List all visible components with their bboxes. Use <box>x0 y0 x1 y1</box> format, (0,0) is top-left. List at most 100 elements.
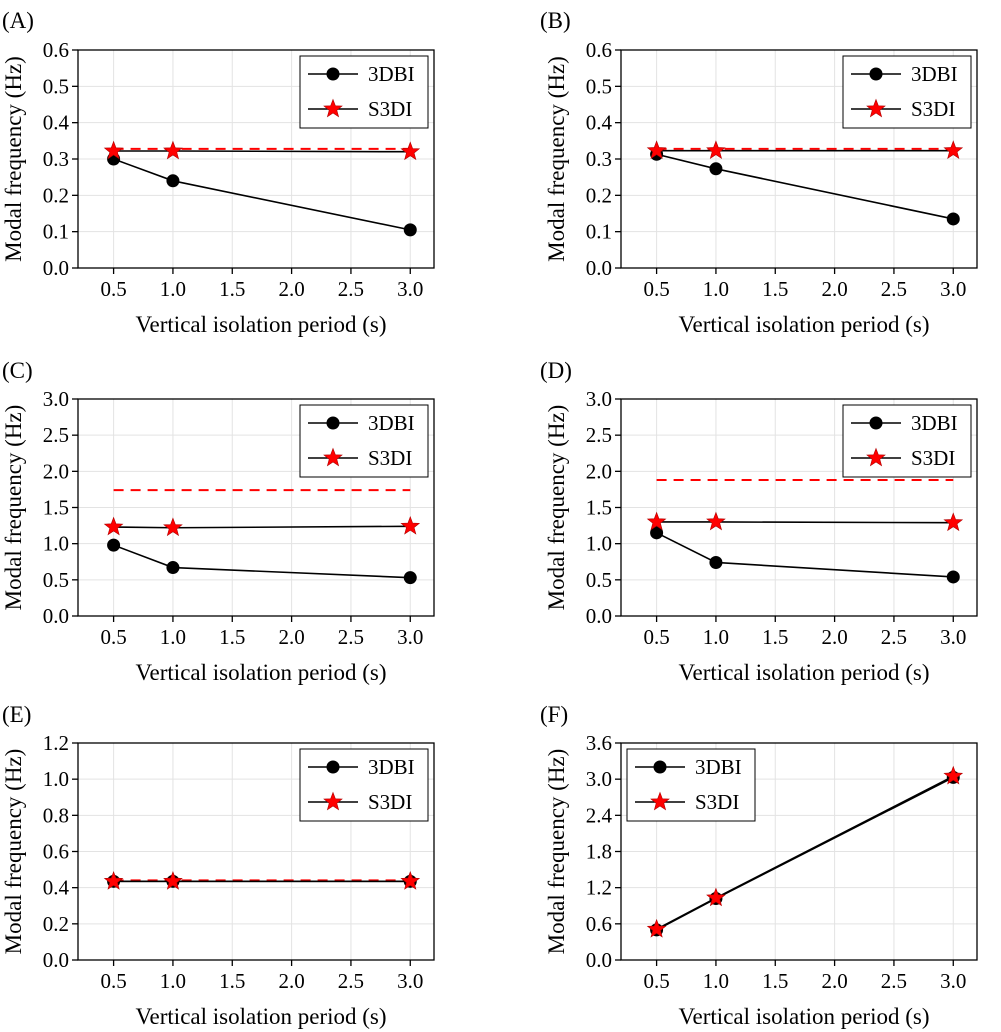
y-tick-label: 0.6 <box>586 38 612 62</box>
x-tick-label: 2.0 <box>821 625 847 649</box>
legend-box <box>842 55 972 129</box>
y-tick-label: 0.5 <box>586 568 612 592</box>
data-point-3dbi <box>107 538 121 552</box>
data-point-s3di <box>163 870 183 890</box>
x-tick-label: 1.5 <box>762 277 788 301</box>
x-tick-label: 1.0 <box>160 277 186 301</box>
data-point-s3di <box>103 140 124 160</box>
x-tick-label: 2.5 <box>881 969 907 993</box>
plot-frame <box>77 742 435 961</box>
y-tick-label: 1.0 <box>586 532 612 556</box>
y-tick-label: 0.0 <box>586 256 612 280</box>
data-point-s3di <box>706 887 726 907</box>
x-tick-label: 1.5 <box>219 969 245 993</box>
x-tick-label: 2.0 <box>821 969 847 993</box>
legend-marker-s3di <box>650 791 670 811</box>
legend-label-s3di: S3DI <box>368 446 412 470</box>
data-point-3dbi <box>166 561 180 575</box>
data-point-s3di <box>400 515 421 535</box>
y-tick-label: 0.2 <box>43 912 69 936</box>
plot-frame <box>620 398 978 617</box>
chart-panel-f: (F) 0.5 1.0 1.5 2.0 2.5 3.0 0.0 0.6 1.2 1.8 2.4 3.0 3… <box>540 702 978 1029</box>
data-point-s3di <box>163 517 183 537</box>
chart-panel-b: (B) 0.5 1.0 1.5 2.0 2.5 3.0 0.0 0.1 0.2 0.3 0.4 0.5 0… <box>540 8 978 337</box>
x-tick-label: 2.0 <box>278 625 304 649</box>
legend-box <box>299 748 429 822</box>
data-point-s3di <box>646 918 667 938</box>
x-tick-label: 0.5 <box>100 625 126 649</box>
series-line-3dbi <box>113 544 411 579</box>
y-tick-label: 1.0 <box>43 767 69 791</box>
data-point-s3di <box>163 140 183 160</box>
y-tick-label: 0.1 <box>43 220 69 244</box>
legend-label-3dbi: 3DBI <box>368 411 415 435</box>
series-line-3dbi <box>656 532 954 578</box>
legend-marker-3dbi <box>326 416 340 430</box>
series-line-3dbi <box>113 158 411 231</box>
y-axis-title: Modal frequency (Hz) <box>1 405 26 611</box>
x-axis-title: Vertical isolation period (s) <box>135 312 386 337</box>
x-tick-label: 1.0 <box>703 969 729 993</box>
x-tick-label: 0.5 <box>100 277 126 301</box>
x-tick-label: 1.0 <box>160 625 186 649</box>
x-axis-title: Vertical isolation period (s) <box>135 660 386 685</box>
legend-box <box>842 404 972 478</box>
data-point-3dbi <box>946 570 960 584</box>
legend: 3DBI S3DI <box>842 404 972 478</box>
data-point-3dbi <box>166 174 180 188</box>
y-tick-label: 0.6 <box>43 840 69 864</box>
legend-marker-s3di <box>323 791 343 811</box>
x-tick-label: 1.0 <box>703 625 729 649</box>
legend-label-s3di: S3DI <box>695 790 739 814</box>
y-tick-label: 0.5 <box>586 74 612 98</box>
legend-marker-3dbi <box>869 67 883 81</box>
series-line-s3di <box>113 150 411 153</box>
panel-label: (F) <box>540 702 568 727</box>
chart-panel-e: (E) 0.5 1.0 1.5 2.0 2.5 3.0 0.0 0.2 0.4 0.6 0.8 1.0 1… <box>1 702 435 1029</box>
series-line-s3di <box>656 521 954 524</box>
y-tick-label: 2.4 <box>586 803 613 827</box>
data-point-s3di <box>103 870 124 890</box>
chart-panel-a: (A) 0.5 1.0 1.5 2.0 2.5 3.0 0.0 0.1 0.2 0.3 0.4 0.5 0… <box>1 8 435 337</box>
y-axis-title: Modal frequency (Hz) <box>544 56 569 262</box>
x-tick-label: 2.0 <box>278 277 304 301</box>
x-tick-label: 3.0 <box>940 625 966 649</box>
y-tick-label: 0.4 <box>586 111 613 135</box>
x-tick-label: 1.0 <box>160 969 186 993</box>
x-axis-title: Vertical isolation period (s) <box>135 1004 386 1029</box>
data-point-s3di <box>706 511 726 531</box>
x-tick-label: 1.5 <box>219 277 245 301</box>
legend: 3DBI S3DI <box>842 55 972 129</box>
y-tick-label: 3.0 <box>586 767 612 791</box>
y-tick-label: 0.0 <box>43 948 69 972</box>
x-tick-label: 1.5 <box>762 969 788 993</box>
panel-label: (A) <box>2 8 34 33</box>
y-tick-label: 1.2 <box>586 876 612 900</box>
y-axis-title: Modal frequency (Hz) <box>1 749 26 955</box>
y-tick-label: 0.3 <box>43 147 69 171</box>
legend-box <box>299 404 429 478</box>
data-point-s3di <box>646 511 667 531</box>
legend-label-s3di: S3DI <box>911 97 955 121</box>
y-tick-label: 2.0 <box>43 459 69 483</box>
legend-label-s3di: S3DI <box>368 790 412 814</box>
data-point-3dbi <box>403 223 417 237</box>
data-point-s3di <box>943 512 964 532</box>
legend-box <box>626 748 756 822</box>
legend-marker-3dbi <box>326 760 340 774</box>
x-tick-label: 3.0 <box>940 277 966 301</box>
y-tick-label: 3.0 <box>43 387 69 411</box>
x-tick-label: 2.5 <box>881 277 907 301</box>
data-point-s3di <box>706 140 726 160</box>
legend-label-3dbi: 3DBI <box>368 62 415 86</box>
y-tick-label: 2.0 <box>586 459 612 483</box>
x-tick-label: 2.5 <box>881 625 907 649</box>
chart-panel-d: (D) 0.5 1.0 1.5 2.0 2.5 3.0 0.0 0.5 1.0 1.5 2.0 2.5 3… <box>540 358 978 685</box>
x-tick-label: 2.5 <box>338 625 364 649</box>
y-tick-label: 0.2 <box>43 183 69 207</box>
x-tick-label: 0.5 <box>643 969 669 993</box>
y-axis-title: Modal frequency (Hz) <box>544 749 569 955</box>
x-tick-label: 3.0 <box>397 625 423 649</box>
x-tick-label: 2.0 <box>278 969 304 993</box>
legend-label-3dbi: 3DBI <box>695 755 742 779</box>
